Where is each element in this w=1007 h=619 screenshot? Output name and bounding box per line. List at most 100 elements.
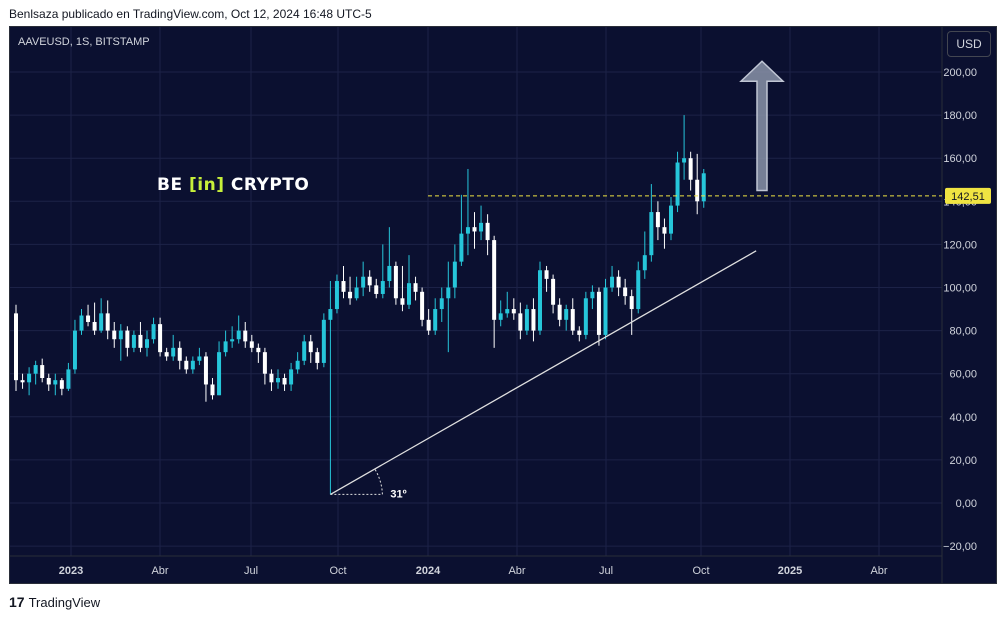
candle-body — [341, 281, 346, 292]
candle-body — [695, 179, 700, 202]
candle — [14, 304, 18, 391]
beincrypto-logo: BE [in] CRYPTO — [157, 175, 309, 195]
candle-body — [217, 352, 222, 396]
candle — [603, 278, 608, 340]
candle — [551, 274, 556, 314]
candle — [86, 304, 91, 327]
x-tick-label: Abr — [870, 565, 887, 577]
candle-body — [570, 309, 575, 331]
candle — [387, 227, 392, 288]
candle-body — [492, 240, 497, 320]
candle — [649, 184, 654, 262]
x-tick-label: Abr — [508, 565, 525, 577]
candle — [413, 276, 418, 301]
candle — [33, 360, 38, 385]
candle-body — [393, 265, 398, 299]
x-tick-label: 2023 — [59, 565, 83, 577]
candle-body — [610, 276, 615, 288]
candle-body — [564, 309, 569, 320]
candle-body — [354, 287, 359, 299]
y-tick-label: 80,00 — [949, 326, 977, 338]
candle — [623, 278, 628, 305]
candle — [164, 347, 169, 361]
symbol-label[interactable]: AAVEUSD, 1S, BITSTAMP — [18, 36, 150, 48]
candle — [439, 287, 444, 322]
drawing-overlays: 142,51 31º — [330, 60, 991, 500]
candle-body — [367, 276, 372, 286]
tradingview-logo-icon: 17 — [9, 594, 25, 610]
candle — [223, 330, 228, 357]
candle — [596, 287, 601, 346]
candle-body — [203, 356, 208, 385]
candle — [243, 321, 248, 348]
candle — [636, 261, 641, 314]
candle — [498, 300, 503, 327]
trendline — [330, 250, 757, 495]
candle — [354, 276, 359, 301]
candle-body — [27, 373, 32, 383]
target-arrow-icon — [739, 60, 785, 192]
candle — [105, 300, 110, 340]
candle — [203, 352, 208, 402]
candle-body — [426, 319, 431, 331]
tradingview-footer[interactable]: 17 TradingView — [9, 594, 100, 610]
candle-body — [557, 304, 562, 320]
candle — [472, 212, 477, 249]
candle-body — [682, 158, 687, 163]
candle-body — [105, 313, 110, 331]
candle — [511, 298, 516, 320]
candle-body — [498, 313, 503, 320]
candle-body — [164, 352, 169, 357]
chart-frame[interactable] — [9, 26, 997, 584]
candle — [197, 347, 202, 366]
candle-body — [72, 330, 77, 370]
candle — [682, 115, 687, 180]
candle-body — [125, 330, 130, 348]
candle-body — [249, 341, 254, 348]
candle-body — [374, 285, 379, 294]
candle-body — [596, 291, 601, 335]
candle — [276, 369, 280, 389]
currency-button[interactable]: USD — [947, 31, 991, 57]
candle-body — [269, 373, 274, 383]
candle — [262, 347, 267, 385]
logo-right: CRYPTO — [224, 175, 310, 195]
candle-body — [92, 321, 97, 331]
candle-body — [616, 276, 621, 288]
candle — [328, 281, 333, 495]
candle — [321, 313, 326, 368]
candle-body — [289, 369, 294, 385]
candle — [171, 334, 176, 361]
candle-body — [40, 365, 45, 379]
x-tick-label: Oct — [329, 565, 346, 577]
candle — [688, 151, 693, 191]
candle-body — [675, 162, 680, 206]
candle-body — [577, 330, 582, 335]
candle — [79, 309, 84, 335]
candle-body — [511, 309, 516, 314]
candle-body — [171, 347, 176, 357]
candle-body — [433, 309, 438, 331]
candle — [118, 324, 123, 361]
candle — [367, 270, 372, 292]
candle — [583, 291, 588, 340]
candle-body — [99, 313, 104, 331]
candle-body — [413, 283, 418, 292]
candle — [380, 244, 385, 299]
candle-body — [420, 291, 425, 320]
candle — [433, 298, 438, 335]
candle-body — [387, 265, 392, 282]
candle — [524, 304, 529, 335]
candle-body — [583, 298, 588, 335]
candle-body — [380, 281, 385, 294]
x-axis: 2023 Abr Jul Oct 2024 Abr Jul Oct 2025 Abr — [59, 565, 888, 577]
candle — [138, 321, 143, 353]
x-tick-label: Abr — [151, 565, 168, 577]
candle — [492, 235, 497, 348]
candle — [92, 302, 97, 335]
candle — [446, 261, 451, 353]
price-label-bg — [945, 187, 991, 204]
candle-body — [138, 334, 143, 348]
y-tick-label: 0,00 — [956, 498, 977, 510]
